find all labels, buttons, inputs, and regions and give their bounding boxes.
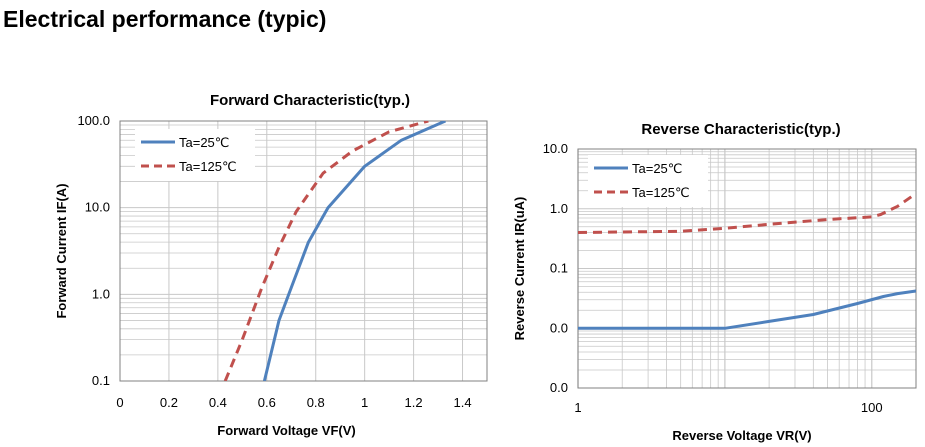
reverse-y-tick-label: 0.1: [550, 261, 568, 276]
reverse-series-ta25-line: [578, 289, 916, 330]
forward-legend-label-ta25: Ta=25℃: [179, 135, 229, 150]
forward-y-tick-label: 100.0: [77, 113, 110, 128]
reverse-legend: Ta=25℃ Ta=125℃: [588, 155, 708, 207]
forward-x-tick-label: 1.2: [405, 395, 423, 410]
reverse-y-tick-label: 0.0: [550, 320, 568, 335]
reverse-x-tick-label: 1: [574, 400, 581, 415]
reverse-grid: [577, 149, 917, 389]
reverse-chart-title: Reverse Characteristic(typ.): [641, 121, 840, 138]
reverse-legend-label-ta125: Ta=125℃: [632, 185, 690, 200]
forward-chart-title: Forward Characteristic(typ.): [210, 92, 410, 109]
reverse-legend-label-ta25: Ta=25℃: [632, 161, 682, 176]
forward-y-tick-label: 10.0: [85, 200, 110, 215]
reverse-y-axis-label: Reverse Current IR(uA): [512, 197, 527, 341]
reverse-x-tick-label: 100: [861, 400, 883, 415]
reverse-y-tick-label: 10.0: [543, 141, 568, 156]
forward-y-axis-label: Forward Current IF(A): [54, 183, 69, 318]
forward-x-tick-label: 1.4: [453, 395, 471, 410]
forward-y-tick-label: 0.1: [92, 373, 110, 388]
page-heading: Electrical performance (typic): [3, 6, 327, 32]
reverse-x-axis-label: Reverse Voltage VR(V): [672, 428, 811, 443]
forward-x-tick-label: 0.4: [209, 395, 227, 410]
forward-legend: Ta=25℃ Ta=125℃: [135, 129, 255, 181]
forward-legend-box: [135, 129, 255, 181]
reverse-legend-box: [588, 155, 708, 207]
reverse-y-tick-label: 0.0: [550, 380, 568, 395]
forward-grid: [119, 121, 487, 382]
forward-x-tick-label: 0.2: [160, 395, 178, 410]
forward-x-tick-label: 0.8: [307, 395, 325, 410]
forward-series-ta125-line: [223, 121, 429, 381]
forward-x-tick-label: 0: [116, 395, 123, 410]
forward-x-axis-label: Forward Voltage VF(V): [217, 423, 355, 438]
forward-x-tick-label: 1: [361, 395, 368, 410]
reverse-y-tick-label: 1.0: [550, 201, 568, 216]
reverse-plot-frame: [577, 148, 917, 389]
forward-y-tick-label: 1.0: [92, 286, 110, 301]
forward-legend-label-ta125: Ta=125℃: [179, 159, 237, 174]
forward-x-tick-label: 0.6: [258, 395, 276, 410]
reverse-series-ta125-line: [578, 192, 916, 234]
forward-plot-frame: [119, 120, 488, 382]
forward-series-ta25-line: [262, 121, 446, 381]
